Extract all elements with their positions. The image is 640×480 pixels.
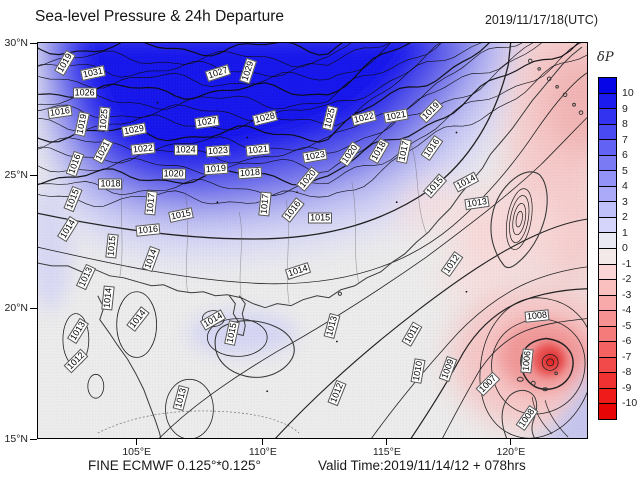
taiwan-terrain-contours (505, 188, 533, 250)
lon-tick-label: 105°E (122, 446, 152, 458)
colorbar-tick-label: -1 (622, 257, 632, 270)
chart-title: Sea-level Pressure & 24h Departure (35, 8, 284, 25)
colorbar-tick-label: -6 (622, 335, 632, 347)
colorbar-tick-label: -4 (622, 304, 632, 316)
map-canvas: 1019 1031 1026 1016 1019 1025 1029 1027 1029 1027… (37, 42, 588, 439)
colorbar-tick-label: 1 (622, 226, 628, 239)
lon-tick-mark (262, 439, 264, 445)
colorbar-tick-label: -9 (622, 381, 632, 394)
colorbar-segment (599, 403, 616, 420)
province-boundaries (119, 142, 427, 304)
colorbar-tick-label: 8 (622, 118, 628, 130)
colorbar-segment (599, 372, 616, 388)
colorbar-segment (599, 78, 616, 93)
lat-tick-mark (30, 438, 37, 440)
lat-tick-mark (30, 175, 37, 177)
lon-tick-label: 120°E (496, 446, 526, 458)
colorbar-tick-label: 6 (622, 149, 628, 161)
colorbar-tick-label: 7 (622, 133, 628, 146)
small-islands (337, 291, 558, 392)
colorbar-tick-label: 0 (622, 242, 628, 254)
stipple-texture (38, 43, 587, 438)
colorbar-tick-label: 3 (622, 195, 628, 208)
colorbar-segment (599, 325, 616, 342)
colorbar-tick-label: 9 (622, 102, 628, 115)
colorbar-tick-label: -2 (622, 273, 632, 285)
lon-tick-label: 115°E (372, 446, 401, 458)
colorbar-tick-label: 4 (622, 180, 628, 192)
lon-tick-mark (386, 439, 388, 445)
colorbar-segment (599, 108, 616, 124)
colorbar-segment (599, 201, 616, 217)
colorbar-segment (599, 387, 616, 404)
colorbar-tick-label: -5 (622, 319, 632, 332)
ryukyu-islands (527, 58, 584, 115)
lon-tick-label: 110°E (248, 446, 277, 458)
lat-tick-label: 30°N (4, 37, 28, 50)
colorbar-tick-label: 5 (622, 164, 628, 177)
colorbar-segment (599, 341, 616, 357)
colorbar-segment (599, 263, 616, 280)
colorbar-segment (599, 123, 616, 140)
colorbar-segment (599, 279, 616, 295)
map-plot (38, 43, 587, 438)
colorbar-segment (599, 170, 616, 186)
colorbar-segment (599, 248, 616, 264)
colorbar-segment (599, 294, 616, 311)
colorbar-segment (599, 216, 616, 233)
lon-tick-mark (136, 439, 138, 445)
colorbar-segment (599, 154, 616, 171)
colorbar-tick-label: -7 (622, 350, 632, 363)
valid-time-info: Valid Time:2019/11/14/12 + 078hrs (318, 458, 526, 473)
colorbar-segment (599, 356, 616, 373)
run-datetime: 2019/11/17/18(UTC) (484, 13, 598, 27)
lat-tick-mark (30, 307, 37, 309)
model-info: FINE ECMWF 0.125°*0.125° (88, 458, 261, 473)
coastline-layer (38, 46, 584, 438)
colorbar-segment (599, 139, 616, 155)
lon-tick-mark (510, 439, 512, 445)
colorbar-tick-label: 10 (622, 87, 634, 99)
colorbar-segment (599, 185, 616, 202)
colorbar (598, 77, 617, 420)
colorbar-tick-label: -10 (622, 397, 638, 409)
lat-tick-label: 15°N (4, 432, 28, 445)
colorbar-segment (599, 92, 616, 109)
lat-tick-label: 20°N (4, 301, 28, 314)
lat-tick-mark (30, 43, 37, 45)
colorbar-tick-label: -8 (622, 366, 632, 378)
lat-tick-label: 25°N (4, 169, 28, 182)
colorbar-tick-label: -3 (622, 288, 632, 301)
colorbar-segment (599, 232, 616, 249)
colorbar-variable-label: δP (597, 50, 614, 65)
colorbar-tick-label: 2 (622, 211, 628, 223)
colorbar-segment (599, 310, 616, 326)
